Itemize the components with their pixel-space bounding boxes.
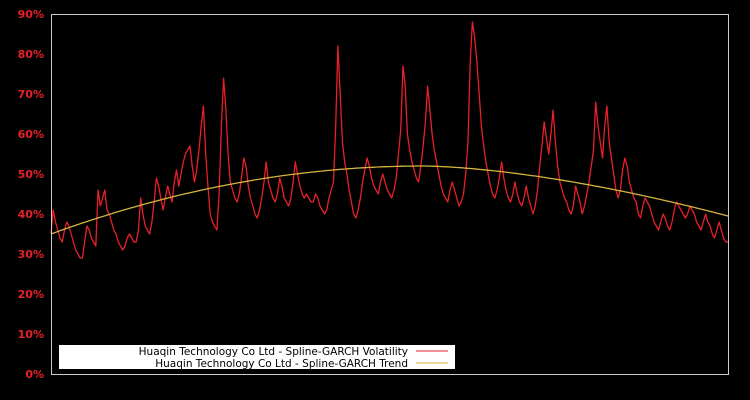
legend: Huaqin Technology Co Ltd - Spline-GARCH … [59,345,455,370]
y-tick-label: 90% [18,8,44,21]
y-tick-label: 70% [18,88,44,101]
y-tick-label: 20% [18,288,44,301]
trend-line [50,165,729,235]
y-tick-label: 50% [18,168,44,181]
y-tick-label: 0% [25,368,44,381]
volatility-line [50,21,728,259]
y-tick-label: 40% [18,208,44,221]
y-tick-label: 80% [18,48,44,61]
legend-label-volatility: Huaqin Technology Co Ltd - Spline-GARCH … [139,346,408,358]
y-tick-label: 30% [18,248,44,261]
y-tick-label: 60% [18,128,44,141]
legend-box [59,345,455,369]
legend-label-trend: Huaqin Technology Co Ltd - Spline-GARCH … [155,358,408,370]
y-tick-label: 10% [18,328,44,341]
y-axis-ticks: 0% 10% 20% 30% 40% 50% 60% 70% 80% 90% [18,8,44,381]
plot-frame [51,14,729,375]
plot-area [50,21,729,259]
